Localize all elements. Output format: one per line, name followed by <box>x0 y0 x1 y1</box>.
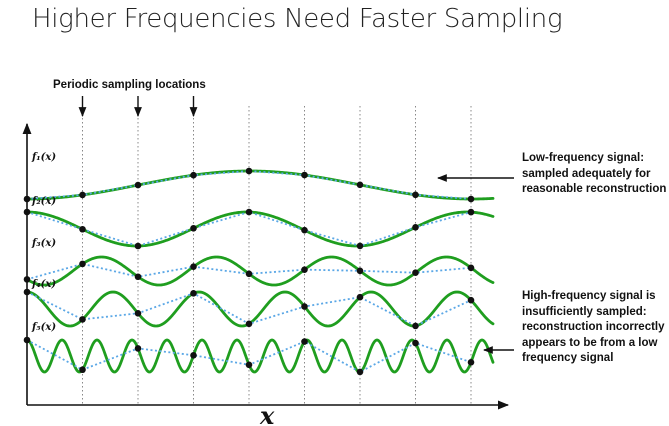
signal-curve <box>25 210 495 248</box>
slide-title: Higher Frequencies Need Faster Sampling <box>32 4 563 34</box>
sample-point <box>301 171 308 179</box>
sample-point <box>467 264 475 272</box>
signal-label: f₄(x) <box>31 279 56 290</box>
sample-point <box>79 260 86 268</box>
sample-point <box>467 358 475 366</box>
sample-point <box>79 225 86 233</box>
signal-labels: f₁(x) f₂(x) f₃(x) f₄(x) f₅(x) <box>31 152 56 333</box>
sample-point <box>412 339 419 347</box>
sample-point <box>245 320 253 328</box>
sample-point <box>467 296 475 304</box>
sample-point <box>134 345 142 352</box>
sample-point <box>79 366 86 374</box>
sample-point <box>356 267 364 275</box>
x-axis-label: x <box>259 401 275 426</box>
callout-arrows <box>437 174 514 354</box>
sample-point <box>190 351 197 359</box>
sampling-location-arrows <box>78 96 198 117</box>
sample-point <box>356 293 364 301</box>
sample-point <box>301 266 308 273</box>
signals <box>23 167 495 376</box>
sample-point <box>412 191 419 199</box>
reconstruction-line <box>26 170 472 200</box>
signal-curve <box>25 255 495 287</box>
signal-label: f₁(x) <box>31 152 56 163</box>
sample-point <box>467 208 475 216</box>
axes: x <box>22 122 510 426</box>
reconstruction-line <box>26 211 472 247</box>
sample-point <box>190 290 197 297</box>
sample-point <box>356 181 364 189</box>
signal-label: f₃(x) <box>31 238 56 249</box>
sample-point <box>190 171 197 179</box>
sample-point <box>301 303 308 310</box>
sample-point <box>79 191 86 199</box>
sampling-locations-label: Periodic sampling locations <box>53 79 206 91</box>
sample-point <box>467 195 475 203</box>
sample-point <box>245 361 253 369</box>
sample-point <box>79 316 86 323</box>
sample-point <box>412 269 419 277</box>
sample-point <box>412 224 419 231</box>
sample-point <box>301 338 308 345</box>
signal-label: f₅(x) <box>31 322 56 333</box>
sample-point <box>134 310 142 317</box>
sample-point <box>245 270 253 278</box>
signal-label: f₂(x) <box>31 196 56 207</box>
sample-lines <box>82 106 472 405</box>
sample-point <box>412 322 419 330</box>
sample-point <box>134 273 142 281</box>
signal-curve <box>25 169 495 201</box>
sample-point <box>356 368 364 376</box>
signal-curve <box>25 290 495 328</box>
sample-point <box>245 208 253 216</box>
sample-point <box>190 263 197 270</box>
sample-point <box>301 226 308 234</box>
sample-point <box>134 242 142 250</box>
high-frequency-annotation: High-frequency signal is insufficiently … <box>522 290 665 364</box>
sample-point <box>356 242 364 250</box>
sample-point <box>245 167 253 175</box>
low-frequency-annotation: Low-frequency signal: sampled adequately… <box>522 152 667 195</box>
sample-point <box>190 224 197 232</box>
sample-point <box>134 181 142 189</box>
